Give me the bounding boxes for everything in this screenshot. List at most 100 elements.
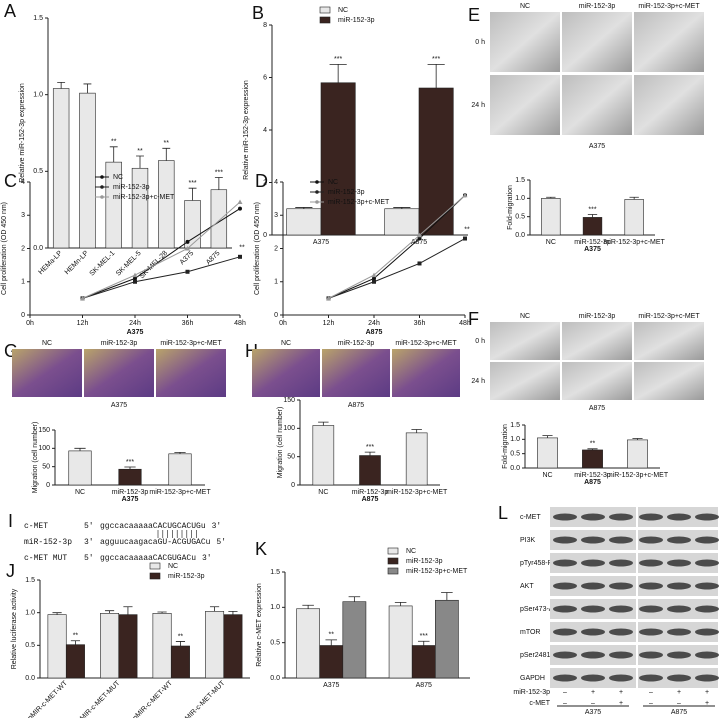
- column-label: NC: [281, 340, 291, 347]
- marker: [372, 279, 376, 284]
- y-axis-label: Migration (cell number): [32, 422, 39, 494]
- blot-band: [609, 536, 633, 544]
- panel-letter: C: [4, 171, 17, 191]
- photo: [252, 349, 320, 397]
- blot-band: [695, 605, 719, 613]
- legend-swatch: [149, 562, 161, 570]
- panel-letter: B: [252, 3, 264, 23]
- blot-band: [695, 536, 719, 544]
- y-tick-label: 100: [38, 445, 50, 452]
- blot-band: [639, 513, 663, 521]
- marker: [462, 192, 468, 198]
- marker: [185, 246, 190, 251]
- x-tick-label: 36h: [182, 320, 194, 327]
- x-tick-label: NC: [318, 489, 328, 496]
- significance-label: **: [73, 633, 79, 640]
- x-tick-label: HEMa-LP: [37, 250, 64, 277]
- y-tick-label: 0.5: [510, 451, 520, 458]
- protein-label: c-MET: [520, 514, 541, 521]
- bar: [359, 455, 381, 486]
- blot-band: [553, 628, 577, 636]
- blot-band: [639, 582, 663, 590]
- y-tick-label: 2: [274, 245, 278, 252]
- x-tick-label: A875: [411, 239, 427, 246]
- sequence: ACGUGAC: [158, 554, 192, 563]
- photo: [12, 349, 82, 397]
- bar: [79, 92, 96, 249]
- marker: [417, 261, 422, 266]
- cell-label: A875: [671, 709, 687, 716]
- error-bar: [587, 214, 598, 218]
- y-tick-label: 150: [283, 397, 295, 404]
- bar: [296, 608, 320, 679]
- x-tick-label: 24h: [368, 320, 380, 327]
- bar: [418, 87, 454, 236]
- error-bar: [417, 640, 430, 646]
- legend-label: NC: [168, 563, 178, 570]
- photo: [490, 12, 560, 72]
- blot-band: [695, 674, 719, 682]
- legend-label: miR-152-3p: [406, 558, 443, 565]
- sequence-end: 3': [212, 522, 222, 531]
- y-tick-label: 0: [21, 312, 25, 319]
- column-label: miR-152-3p: [579, 3, 616, 10]
- x-tick-label: miR-152-3p: [574, 472, 611, 479]
- error-bar: [318, 421, 329, 426]
- bar: [286, 208, 322, 236]
- bar: [627, 439, 648, 469]
- error-bar: [209, 606, 220, 612]
- x-tick-label: pMIR-c-MET-MUT: [181, 679, 227, 718]
- row-label: 0 h: [475, 338, 485, 345]
- bar: [118, 614, 138, 679]
- marker: [185, 269, 190, 274]
- blot-band: [609, 628, 633, 636]
- bar: [205, 611, 225, 679]
- error-bar: [325, 639, 338, 646]
- blot-band: [695, 559, 719, 567]
- significance-label: **: [464, 226, 470, 233]
- y-axis-label: Cell proliferation (OD 450 nm): [254, 202, 261, 295]
- x-tick-label: A875: [416, 682, 432, 689]
- y-tick-label: 1.0: [515, 195, 525, 202]
- sequence-row: miR-152-3p 3' agguucaagacaGU-ACGUGACu 5': [24, 538, 226, 547]
- x-tick-label: A375: [323, 682, 339, 689]
- treatment-sign: –: [591, 700, 595, 707]
- legend-swatch: [149, 572, 161, 580]
- blot-band: [581, 536, 605, 544]
- blot-band: [667, 559, 691, 567]
- photo: [322, 349, 390, 397]
- significance-label: ***: [588, 206, 596, 213]
- y-axis-label: Cell proliferation (OD 450 nm): [1, 202, 8, 295]
- blot-band: [553, 582, 577, 590]
- x-tick-label: 12h: [77, 320, 89, 327]
- x-tick-label: 0h: [26, 320, 34, 327]
- column-label: miR-152-3p: [579, 313, 616, 320]
- error-bar: [83, 83, 92, 94]
- blot-band: [581, 605, 605, 613]
- column-label: miR-152-3p+c-MET: [638, 3, 700, 10]
- x-tick-label: 48h: [234, 320, 246, 327]
- error-bar: [70, 640, 81, 645]
- x-tick-label: 0h: [279, 320, 287, 327]
- bar: [170, 645, 190, 679]
- legend-label: NC: [328, 179, 338, 186]
- photo: [490, 75, 560, 135]
- panel-letter: E: [468, 5, 480, 25]
- bar: [435, 599, 459, 679]
- x-tick-label: pMIR-c-MET-WT: [27, 679, 70, 718]
- blot-band: [609, 674, 633, 682]
- marker: [417, 236, 422, 241]
- legend-label: miR-152-3p: [338, 17, 375, 24]
- column-label: miR-152-3p+c-MET: [160, 340, 222, 347]
- blot-band: [581, 513, 605, 521]
- significance-label: **: [239, 245, 245, 252]
- significance-label: **: [590, 441, 596, 448]
- x-tick-label: miR-152-3p: [112, 489, 149, 496]
- legend-label: miR-152-3p+c-MET: [113, 194, 175, 201]
- photo: [392, 349, 460, 397]
- error-bar: [214, 177, 223, 190]
- protein-label: pSer2481-mTOR: [520, 652, 573, 659]
- error-bar: [109, 146, 118, 163]
- photo: [156, 349, 226, 397]
